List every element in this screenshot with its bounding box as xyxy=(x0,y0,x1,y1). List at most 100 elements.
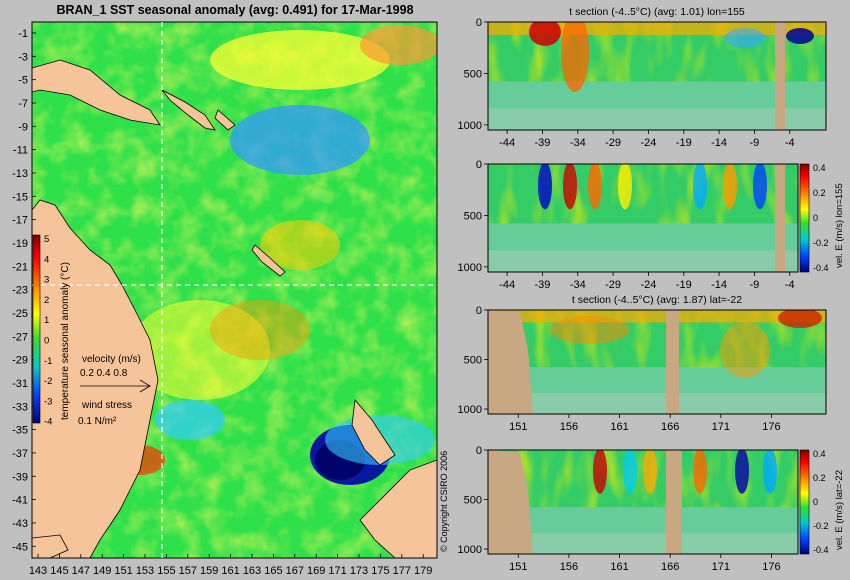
map-lon-label: 173 xyxy=(350,565,368,577)
map-lon-label: 149 xyxy=(93,565,111,577)
panel-x-label: 156 xyxy=(560,421,578,433)
section-field xyxy=(488,22,826,130)
map-colorbar-tick: 4 xyxy=(44,254,49,265)
panel-x-label: 176 xyxy=(762,561,780,573)
coast-mask xyxy=(488,450,533,554)
map-lon-label: 155 xyxy=(157,565,175,577)
map-colorbar-ticks: 5 4 3 2 1 0 -1 -2 -3 -4 xyxy=(44,234,52,428)
map-lat-label: -13 xyxy=(12,168,28,180)
section-field xyxy=(488,310,826,414)
velocity-scale: 0.2 0.4 0.8 xyxy=(80,368,128,379)
land-mask xyxy=(666,450,682,554)
map-lat-label: -39 xyxy=(12,471,28,483)
panel-y-label: 1000 xyxy=(458,404,482,416)
panel-y-label: 0 xyxy=(476,445,482,457)
map-lat-label: -35 xyxy=(12,425,28,437)
map-lat-label: -27 xyxy=(12,331,28,343)
panel-title: t section (-4..5°C) (avg: 1.87) lat=-22 xyxy=(572,294,742,306)
land-mask xyxy=(775,164,785,272)
section-field xyxy=(488,164,798,272)
panel-x-label: -14 xyxy=(711,137,727,149)
map-lat-label: -5 xyxy=(18,75,28,87)
panel-colorbar-tick: -0.2 xyxy=(813,521,829,531)
map-colorbar-tick: 2 xyxy=(44,295,49,306)
map-lat-label: -17 xyxy=(12,215,28,227)
panel-colorbar-tick: 0 xyxy=(813,497,818,507)
section-field xyxy=(488,450,798,554)
panel-y-label: 1000 xyxy=(458,262,482,274)
section-panel-3: t section (-4..5°C) (avg: 1.87) lat=-22 0… xyxy=(458,294,827,433)
wind-label: wind stress xyxy=(81,400,132,411)
map-lon-label: 165 xyxy=(264,565,282,577)
map-lon-label: 147 xyxy=(72,565,90,577)
panel-colorbar xyxy=(799,449,810,555)
map-lat-label: -37 xyxy=(12,448,28,460)
section-panel-1: t section (-4..5°C) (avg: 1.01) lon=155 0… xyxy=(458,6,827,149)
panel-x-label: -24 xyxy=(640,279,656,291)
velocity-label: velocity (m/s) xyxy=(82,354,141,365)
map-lon-label: 159 xyxy=(200,565,218,577)
panel-colorbar-tick: 0.2 xyxy=(813,188,826,198)
panel-x-label: 166 xyxy=(661,561,679,573)
map-lon-axis: 143 145 147 149 151 153 155 157 159 161 163 165 167 1… xyxy=(29,554,432,577)
map-colorbar-tick: -4 xyxy=(44,417,52,428)
land-mask xyxy=(775,22,785,130)
map-lat-label: -45 xyxy=(12,541,28,553)
map-lat-label: -21 xyxy=(12,261,28,273)
map-lat-label: -25 xyxy=(12,308,28,320)
map-lon-label: 153 xyxy=(136,565,154,577)
map-lon-label: 163 xyxy=(243,565,261,577)
map-lon-label: 177 xyxy=(393,565,411,577)
panel-x-label: -4 xyxy=(785,137,795,149)
map-title: BRAN_1 SST seasonal anomaly (avg: 0.491)… xyxy=(56,3,413,17)
panel-x-label: -9 xyxy=(750,279,760,291)
panel-colorbar xyxy=(799,163,810,273)
map-lon-label: 175 xyxy=(371,565,389,577)
map-lon-label: 171 xyxy=(328,565,346,577)
panel-x-label: 166 xyxy=(661,421,679,433)
map-lat-label: -31 xyxy=(12,378,28,390)
panel-x-label: -44 xyxy=(499,137,515,149)
map-lat-label: -29 xyxy=(12,355,28,367)
map-lon-label: 167 xyxy=(286,565,304,577)
panel-colorbar-tick: -0.2 xyxy=(813,238,829,248)
panel-colorbar-tick: 0.4 xyxy=(813,449,826,459)
copyright: © Copyright CSIRO 2006 xyxy=(439,451,449,552)
panel-x-label: -29 xyxy=(605,137,621,149)
section-panel-4: 0 500 1000 151 156 161 166 171 176 0.4 0.2 0 -0.2 -0.… xyxy=(458,445,845,573)
panel-x-label: 151 xyxy=(509,421,527,433)
section-panel-2: 0 500 1000 -44 -39 -34 -29 -24 -19 -14 -9 -4 0.4 0.2 0… xyxy=(458,159,845,291)
land-mask xyxy=(666,310,679,414)
map-colorbar xyxy=(32,234,41,424)
map-colorbar-tick: 0 xyxy=(44,336,49,347)
panel-y-label: 0 xyxy=(476,305,482,317)
map-lon-label: 143 xyxy=(29,565,47,577)
panel-x-label: -34 xyxy=(570,279,586,291)
map-lat-label: -15 xyxy=(12,191,28,203)
panel-y-label: 0 xyxy=(476,17,482,29)
panel-x-label: -44 xyxy=(499,279,515,291)
map-colorbar-tick: 5 xyxy=(44,234,49,245)
map-colorbar-tick: 3 xyxy=(44,275,49,286)
map-colorbar-label: temperature seasonal anomaly (°C) xyxy=(60,262,71,420)
map-colorbar-tick: -2 xyxy=(44,376,52,387)
panel-x-label: 156 xyxy=(560,561,578,573)
panel-colorbar-tick: -0.4 xyxy=(813,545,829,555)
panel-y-label: 0 xyxy=(476,159,482,171)
panel-y-label: 500 xyxy=(464,495,482,507)
map-lat-label: -41 xyxy=(12,495,28,507)
panel-colorbar-tick: 0.2 xyxy=(813,473,826,483)
panel-x-label: -39 xyxy=(535,137,551,149)
panel-x-label: -39 xyxy=(535,279,551,291)
panel-x-label: -9 xyxy=(750,137,760,149)
panel-x-label: 176 xyxy=(762,421,780,433)
panel-x-label: 171 xyxy=(712,561,730,573)
panel-x-label: -34 xyxy=(570,137,586,149)
map-lon-label: 161 xyxy=(221,565,239,577)
map-lon-label: 151 xyxy=(114,565,132,577)
panel-y-label: 500 xyxy=(464,210,482,222)
map-lon-label: 179 xyxy=(414,565,432,577)
map-lat-label: -19 xyxy=(12,238,28,250)
panel-x-label: -4 xyxy=(785,279,795,291)
